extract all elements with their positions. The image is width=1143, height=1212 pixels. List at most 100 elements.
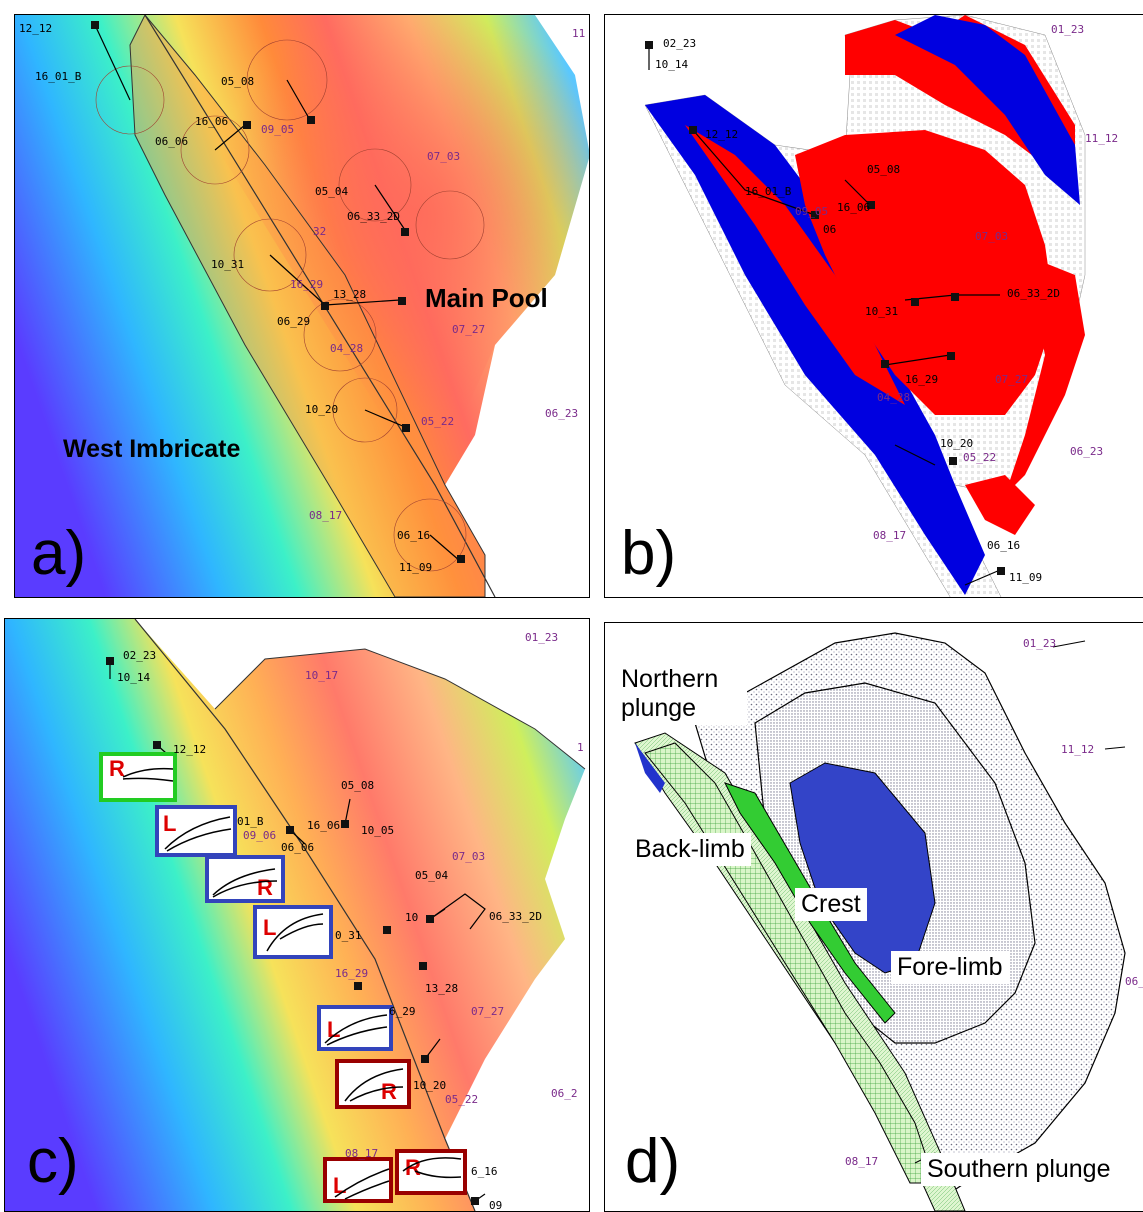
well-label: 12_12 xyxy=(173,743,207,756)
well-label: 05_08 xyxy=(341,779,375,792)
panel-b: 02_23 10_14 01_23 12_12 16_01_B 05_08 16… xyxy=(604,14,1143,598)
well-label: 09_06 xyxy=(243,829,277,842)
well-label: 12_12 xyxy=(19,22,53,35)
well-label: 08_17 xyxy=(873,529,907,542)
curve-box-maroon: L xyxy=(323,1157,393,1203)
curve-box-green: R xyxy=(99,752,177,802)
well-label: 06_2 xyxy=(1125,975,1143,988)
panel-label-b: b) xyxy=(621,519,677,588)
well-label: 01_23 xyxy=(1051,23,1085,36)
well-label: 06_29 xyxy=(277,315,311,328)
well-label: 08_17 xyxy=(345,1147,379,1160)
well-label: 16_01_B xyxy=(745,185,792,198)
well-label: 11_09 xyxy=(399,561,433,574)
well-label: 06_2 xyxy=(551,1087,578,1100)
well-label: 02_23 xyxy=(123,649,157,662)
west-imbricate-label: West Imbricate xyxy=(63,435,241,463)
well-label: 11_09 xyxy=(1009,571,1043,584)
panel-label-d: d) xyxy=(625,1127,681,1196)
well-label: 01_23 xyxy=(525,631,559,644)
well-label: 13_28 xyxy=(333,288,367,301)
well-label: 06_33_2D xyxy=(1007,287,1060,300)
panel-a: Main Pool West Imbricate 12_12 16_01_B 0… xyxy=(14,14,590,598)
rose-diagrams xyxy=(95,39,485,572)
zone-label-crest: Crest xyxy=(795,888,867,921)
well-label: 06_23 xyxy=(1070,445,1104,458)
panel-d: Northern plunge Back-limb Crest Fore-lim… xyxy=(604,622,1143,1212)
well-label: 01_B xyxy=(237,815,264,828)
well-label: 07_03 xyxy=(452,850,486,863)
well-label: 05_22 xyxy=(963,451,997,464)
well-label: 07_03 xyxy=(975,230,1009,243)
well-label: 06_16 xyxy=(397,529,431,542)
well-label: 05_22 xyxy=(445,1093,479,1106)
well-label: 12_12 xyxy=(705,128,739,141)
well-label: 16_06 xyxy=(837,201,871,214)
well-label: 01_23 xyxy=(1023,637,1057,650)
well-label: 04_28 xyxy=(330,342,364,355)
well-label: 10_20 xyxy=(940,437,974,450)
panel-label-c: c) xyxy=(27,1127,79,1196)
well-label: 11 xyxy=(572,27,586,40)
well-label: 16_29 xyxy=(905,373,939,386)
well-label: 6_16 xyxy=(471,1165,498,1178)
main-pool-label: Main Pool xyxy=(425,283,548,313)
well-label: 10_05 xyxy=(361,824,395,837)
well-label: 06_06 xyxy=(281,841,315,854)
curve-box-blue: L xyxy=(253,905,333,959)
well-label: 0_31 xyxy=(335,929,362,942)
well-label: 06_33_2D xyxy=(347,210,400,223)
well-label: 16_29 xyxy=(335,967,369,980)
well-label: 16_29 xyxy=(290,278,324,291)
well-label: 16_01_B xyxy=(35,70,82,83)
well-label: 16_06 xyxy=(307,819,341,832)
well-label: 02_23 xyxy=(663,37,697,50)
curve-box-maroon: R xyxy=(335,1059,411,1109)
well-label: 06_16 xyxy=(987,539,1021,552)
well-label: 06_06 xyxy=(155,135,189,148)
well-label: 07_27 xyxy=(995,373,1029,386)
well-label: 1 xyxy=(577,741,584,754)
panel-c: R L R L L R L R 02_23 10_14 01_23 10_17 … xyxy=(4,618,590,1212)
well-label: 11_12 xyxy=(1085,132,1119,145)
well-label: 10_20 xyxy=(413,1079,447,1092)
well-label: 6_29 xyxy=(389,1005,416,1018)
panel-b-map xyxy=(644,15,1086,597)
well-label: 32 xyxy=(313,225,327,238)
well-label: 10_14 xyxy=(117,671,151,684)
well-label: 09 xyxy=(489,1199,503,1212)
zone-label-northern-plunge: Northern plunge xyxy=(615,663,747,725)
well-label: 10_20 xyxy=(305,403,339,416)
well-label: 05_04 xyxy=(415,869,449,882)
well-label: 13_28 xyxy=(425,982,459,995)
well-label: 07_03 xyxy=(427,150,461,163)
well-label: 10_17 xyxy=(305,669,339,682)
panel-a-map xyxy=(15,15,589,597)
well-label: 06 xyxy=(823,223,837,236)
curve-box-blue: R xyxy=(205,855,285,903)
well-label: 16_06 xyxy=(195,115,229,128)
well-label: 05_08 xyxy=(221,75,255,88)
well-label: 05_08 xyxy=(867,163,901,176)
curve-box-blue: L xyxy=(317,1005,393,1051)
well-label: 10 xyxy=(405,911,419,924)
well-label: 09_05 xyxy=(261,123,295,136)
well-label: 10_31 xyxy=(865,305,899,318)
zone-label-southern-plunge: Southern plunge xyxy=(921,1153,1117,1186)
well-label: 08_17 xyxy=(845,1155,879,1168)
curve-box-maroon: R xyxy=(395,1149,467,1195)
well-label: 04_28 xyxy=(877,391,911,404)
well-label: 07_27 xyxy=(471,1005,505,1018)
well-label: 05_04 xyxy=(315,185,349,198)
well-label: 08_17 xyxy=(309,509,343,522)
zone-label-back-limb: Back-limb xyxy=(629,833,751,866)
well-label: 07_27 xyxy=(452,323,486,336)
well-label: 10_31 xyxy=(211,258,245,271)
panel-label-a: a) xyxy=(31,519,87,588)
well-label: 09_05 xyxy=(795,205,829,218)
well-label: 06_33_2D xyxy=(489,910,542,923)
well-label: 10_14 xyxy=(655,58,689,71)
well-label: 11_12 xyxy=(1061,743,1095,756)
well-label: 05_22 xyxy=(421,415,455,428)
zone-label-fore-limb: Fore-limb xyxy=(891,951,1009,984)
